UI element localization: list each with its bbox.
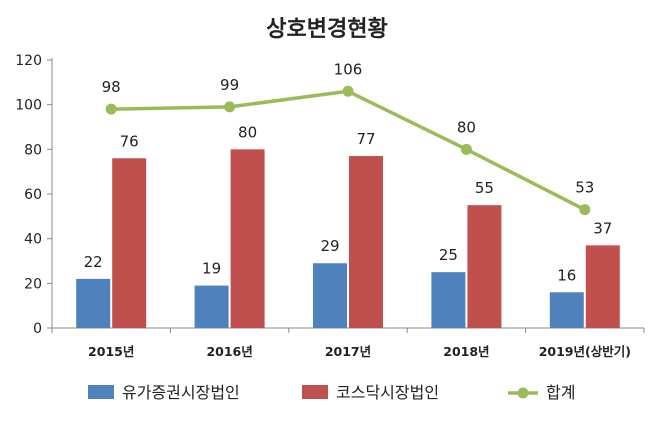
bar-kospi	[431, 272, 466, 328]
y-tick-label: 80	[24, 142, 42, 158]
axes: 0 20 40 60 80 100 120	[15, 53, 645, 337]
legend: 유가증권시장법인 코스닥시장법인 합계	[88, 383, 575, 402]
data-labels: 22 19 29 25 16 76 80 77 55 37 98 99 106 80 53	[84, 60, 613, 284]
bar-kospi	[549, 292, 584, 328]
bar-kosdaq	[467, 205, 502, 328]
legend-swatch	[302, 385, 328, 399]
legend-label: 합계	[546, 383, 575, 402]
x-tick-label: 2019년(상반기)	[539, 344, 631, 359]
x-tick-label: 2017년	[325, 344, 371, 359]
y-tick-label: 20	[24, 276, 42, 292]
bar-kosdaq	[230, 149, 265, 328]
bars	[76, 149, 620, 328]
bar-data-label: 55	[475, 179, 494, 197]
legend-swatch	[88, 385, 114, 399]
y-tick-label: 0	[33, 321, 42, 337]
x-tick-label: 2015년	[88, 344, 134, 359]
bar-data-label: 29	[320, 237, 339, 255]
line-data-label: 98	[102, 78, 121, 96]
x-tick-label: 2016년	[206, 344, 252, 359]
line-data-label: 53	[575, 179, 594, 197]
bar-kosdaq	[349, 156, 383, 328]
bar-kospi	[313, 263, 347, 328]
total-line-point	[460, 143, 472, 155]
bar-data-label: 19	[202, 260, 221, 278]
line-data-label: 99	[220, 76, 239, 94]
legend-marker	[517, 387, 529, 399]
bar-kosdaq	[585, 245, 620, 328]
bar-data-label: 37	[593, 219, 612, 237]
total-line	[111, 89, 586, 212]
bar-data-label: 76	[120, 132, 139, 150]
line-series	[105, 85, 591, 216]
bar-data-label: 16	[557, 266, 576, 284]
bar-data-label: 22	[84, 253, 103, 271]
legend-label: 코스닥시장법인	[336, 383, 439, 402]
line-data-label: 80	[457, 118, 476, 136]
legend-label: 유가증권시장법인	[122, 383, 240, 402]
x-tick-labels: 2015년 2016년 2017년 2018년 2019년(상반기)	[88, 344, 631, 359]
bar-data-label: 80	[238, 123, 257, 141]
y-tick-label: 60	[24, 187, 42, 203]
bar-data-label: 25	[439, 246, 458, 264]
y-tick-label: 100	[15, 98, 42, 114]
chart-title: 상호변경현황	[266, 17, 387, 42]
x-tick-label: 2018년	[443, 344, 489, 359]
bar-kospi	[194, 285, 229, 328]
bar-kosdaq	[112, 158, 147, 328]
y-tick-label: 40	[24, 232, 42, 248]
y-tick-label: 120	[15, 53, 42, 69]
bar-data-label: 77	[356, 130, 375, 148]
bar-kospi	[76, 278, 111, 328]
total-line-point	[579, 204, 591, 216]
total-line-point	[224, 101, 236, 113]
total-line-point	[105, 103, 117, 115]
total-line-point	[342, 85, 354, 97]
line-data-label: 106	[334, 60, 363, 78]
